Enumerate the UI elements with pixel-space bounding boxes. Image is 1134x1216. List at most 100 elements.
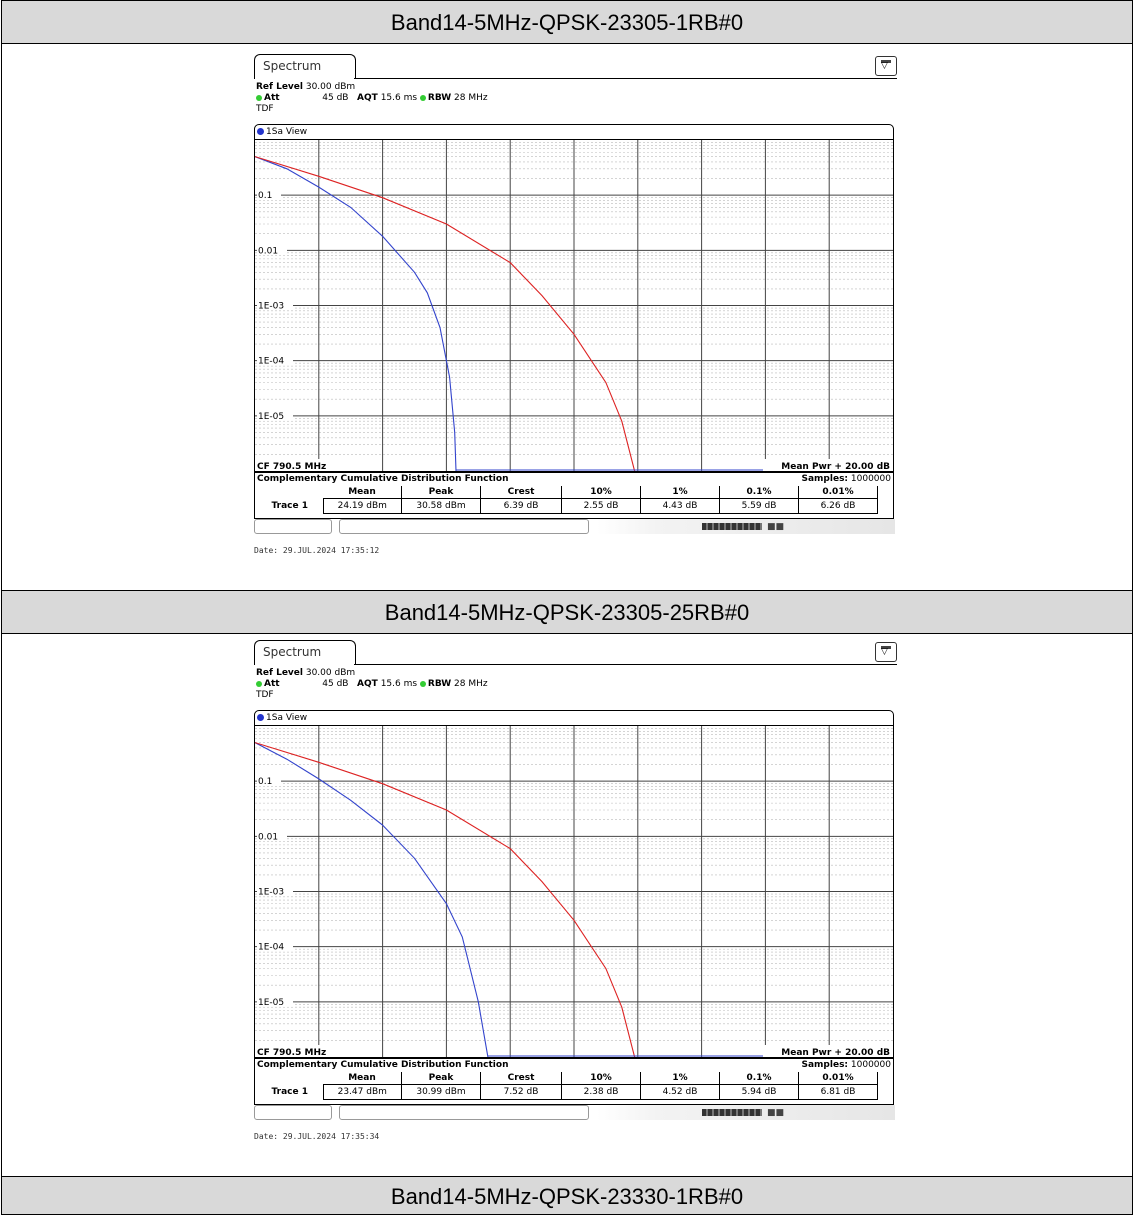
ccdf-trace-line [255, 156, 457, 471]
tab-spectrum[interactable]: Spectrum [254, 640, 356, 665]
status-field [339, 519, 589, 534]
ccdf-trace-line [255, 742, 636, 1057]
tick-label-bg [257, 244, 287, 256]
value-mean: 24.19 dBm [322, 498, 402, 514]
y-tick-label: 1E-04 [258, 943, 284, 953]
y-tick-label: 1E-04 [258, 357, 284, 367]
section-header: Band14-5MHz-QPSK-23305-1RB#0 [1, 0, 1133, 44]
y-tick-label: 1E-03 [258, 302, 284, 312]
att-value: 45 dB [322, 93, 349, 103]
status-dot-icon [419, 680, 426, 687]
ccdf-trace-line [255, 156, 636, 471]
col-crest: Crest [480, 486, 562, 499]
rbw-value: 28 MHz [454, 93, 488, 103]
section-body: Spectrum Ref Level 30.00 dBm Att 45 dB A… [1, 44, 1133, 590]
value-0-01pct: 6.26 dB [798, 498, 878, 514]
status-bar: ■■ [254, 1105, 895, 1121]
table-corner [257, 1072, 323, 1085]
timestamp: Date: 29.JUL.2024 17:35:12 [254, 546, 380, 555]
progress-icon [702, 1109, 762, 1116]
ccdf-trace-line [255, 742, 489, 1057]
instrument-settings: Ref Level 30.00 dBm Att 45 dB AQT 15.6 m… [256, 668, 488, 701]
status-field [339, 1105, 589, 1120]
cf-label: CF 790.5 MHz [257, 1048, 326, 1057]
col-0-1pct: 0.1% [719, 1072, 799, 1085]
analyzer-screenshot: Spectrum Ref Level 30.00 dBm Att 45 dB A… [252, 54, 897, 555]
cf-label-bg [255, 1045, 335, 1057]
value-1pct: 4.43 dB [640, 498, 720, 514]
samples-count: Samples: 1000000 [802, 1060, 892, 1070]
value-0-01pct: 6.81 dB [798, 1084, 878, 1100]
value-peak: 30.58 dBm [401, 498, 481, 514]
value-crest: 6.39 dB [480, 498, 562, 514]
transducer-icon: ■■ [767, 522, 785, 532]
trace-dot-icon [257, 128, 264, 135]
value-mean: 23.47 dBm [322, 1084, 402, 1100]
mode-label: TDF [256, 690, 274, 700]
tick-label-bg [257, 995, 293, 1007]
samples-count: Samples: 1000000 [802, 474, 892, 484]
trace-dot-icon [257, 714, 264, 721]
col-10pct: 10% [561, 486, 641, 499]
table-row: Trace 1 23.47 dBm 30.99 dBm 7.52 dB 2.38… [257, 1084, 878, 1100]
col-mean: Mean [323, 486, 402, 499]
ccdf-results: Complementary Cumulative Distribution Fu… [254, 1058, 894, 1105]
ref-level-value: 30.00 dBm [305, 82, 356, 92]
mean-pwr-label-bg [763, 1045, 893, 1057]
mean-pwr-label-bg [763, 459, 893, 471]
row-label: Trace 1 [271, 1087, 309, 1097]
section-header: Band14-5MHz-QPSK-23305-25RB#0 [1, 590, 1133, 634]
tab-spectrum[interactable]: Spectrum [254, 54, 356, 79]
ccdf-plot: 0.1 0.01 1E-03 1E-04 1E-05 CF 790.5 MHz Mean P… [254, 725, 894, 1058]
menu-icon[interactable] [875, 642, 897, 662]
tick-label-bg [257, 940, 293, 952]
status-dot-icon [256, 680, 262, 687]
view-title: 1Sa View [254, 124, 894, 140]
col-1pct: 1% [640, 1072, 720, 1085]
ccdf-chart: 0.1 0.01 1E-03 1E-04 1E-05 CF 790.5 MHz Mean P… [255, 140, 893, 471]
view-label: 1Sa View [266, 127, 308, 137]
samples-label: Samples: [801, 1060, 849, 1070]
menu-icon[interactable] [875, 56, 897, 76]
tick-label-bg [257, 299, 293, 311]
col-0-01pct: 0.01% [798, 1072, 878, 1085]
status-dot-icon [419, 94, 426, 101]
function-title: Complementary Cumulative Distribution Fu… [257, 1060, 509, 1070]
results-table: Mean Peak Crest 10% 1% 0.1% 0.01% Trace … [257, 1072, 878, 1100]
tick-label-bg [257, 409, 293, 421]
status-bar: ■■ [254, 519, 895, 535]
aqt-value: 15.6 ms [380, 679, 418, 689]
y-tick-label: 1E-05 [258, 998, 284, 1008]
samples-value: 1000000 [850, 1060, 891, 1070]
cf-label: CF 790.5 MHz [257, 462, 326, 471]
tick-label-bg [257, 775, 281, 787]
tick-label-bg [257, 885, 293, 897]
mean-pwr-label: Mean Pwr + 20.00 dB [781, 462, 890, 471]
mode-label: TDF [256, 104, 274, 114]
value-crest: 7.52 dB [480, 1084, 562, 1100]
ref-level-value: 30.00 dBm [305, 668, 356, 678]
y-tick-label: 0.1 [258, 777, 272, 787]
col-0-1pct: 0.1% [719, 486, 799, 499]
rbw-label: RBW [427, 93, 452, 103]
section-header: Band14-5MHz-QPSK-23330-1RB#0 [1, 1176, 1133, 1215]
att-label: Att [264, 93, 280, 103]
aqt-label: AQT [357, 679, 378, 689]
value-0-1pct: 5.59 dB [719, 498, 799, 514]
att-value: 45 dB [322, 679, 349, 689]
col-0-01pct: 0.01% [798, 486, 878, 499]
col-peak: Peak [401, 486, 481, 499]
status-field [254, 519, 332, 534]
tick-label-bg [257, 354, 293, 366]
tab-divider [354, 78, 897, 79]
transducer-icon: ■■ [767, 1108, 785, 1118]
aqt-value: 15.6 ms [380, 93, 418, 103]
value-10pct: 2.55 dB [561, 498, 641, 514]
table-row: Trace 1 24.19 dBm 30.58 dBm 6.39 dB 2.55… [257, 498, 878, 514]
y-tick-label: 0.01 [258, 832, 278, 842]
analyzer-screenshot: Spectrum Ref Level 30.00 dBm Att 45 dB A… [252, 640, 897, 1141]
mean-pwr-label: Mean Pwr + 20.00 dB [781, 1048, 890, 1057]
value-0-1pct: 5.94 dB [719, 1084, 799, 1100]
section-body: Spectrum Ref Level 30.00 dBm Att 45 dB A… [1, 634, 1133, 1176]
row-label: Trace 1 [271, 501, 309, 511]
